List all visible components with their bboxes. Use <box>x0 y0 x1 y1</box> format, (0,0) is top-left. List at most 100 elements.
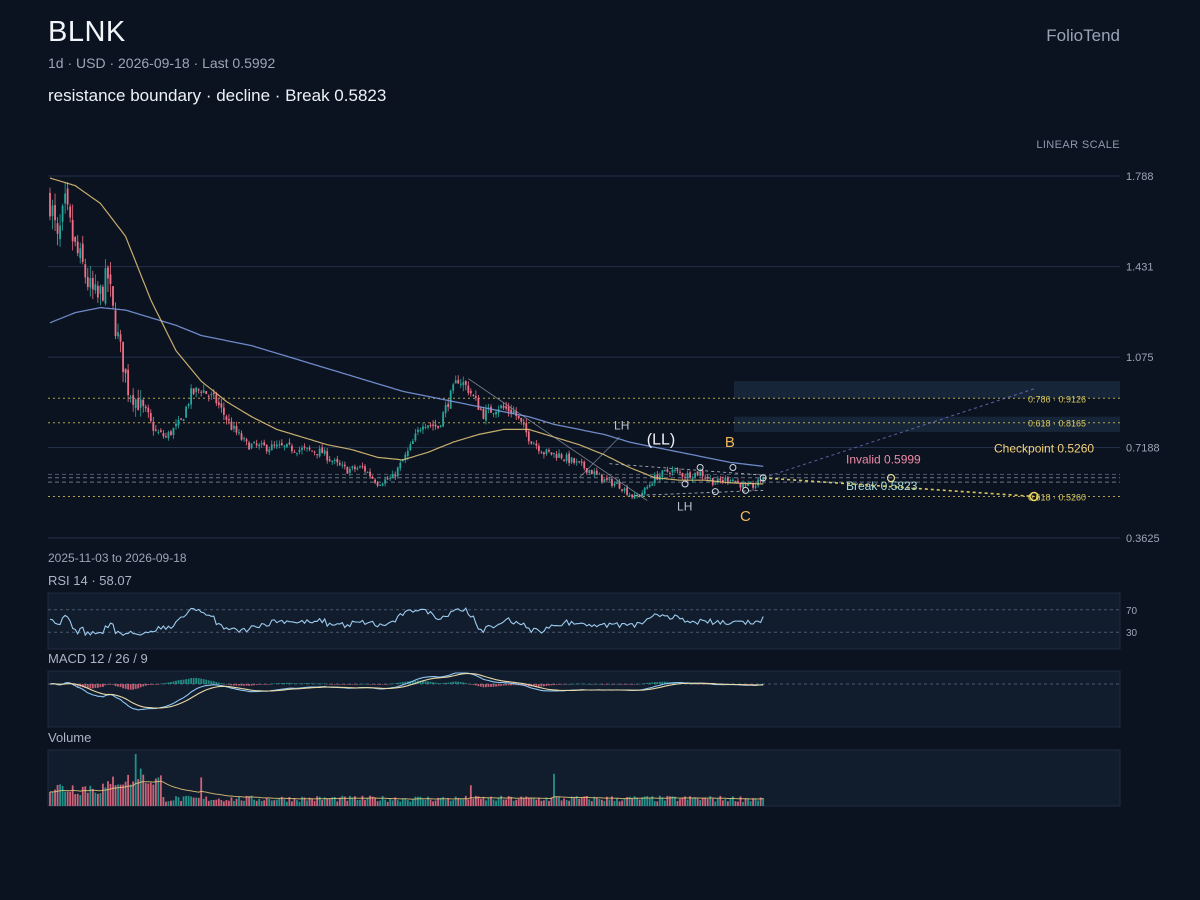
volume-bar <box>107 781 109 806</box>
volume-bar <box>187 795 190 806</box>
volume-bar <box>396 800 399 806</box>
macd-hist-bar <box>99 684 102 688</box>
macd-hist-bar <box>663 681 666 684</box>
volume-bar <box>527 797 530 806</box>
volume-bar <box>699 800 702 806</box>
volume-bar <box>250 795 253 806</box>
candle-body <box>59 225 61 240</box>
macd-hist-bar <box>439 683 442 684</box>
candle-body <box>684 476 686 478</box>
volume-bar <box>66 791 69 806</box>
volume-bar <box>411 799 414 806</box>
volume-bar <box>401 798 404 806</box>
candle-body <box>663 469 666 471</box>
candle-body <box>537 445 540 452</box>
volume-bar <box>517 798 520 806</box>
candle-body <box>558 453 560 458</box>
macd-hist-bar <box>366 683 369 685</box>
macd-hist-bar <box>283 682 286 684</box>
volume-bar <box>485 800 487 806</box>
macd-hist-bar <box>575 683 578 685</box>
candle-body <box>747 483 749 487</box>
volume-bar <box>611 796 613 806</box>
macd-hist-bar <box>124 684 127 689</box>
volume-bar <box>737 801 739 806</box>
macd-hist-bar <box>442 683 445 684</box>
candle-body <box>338 463 341 465</box>
macd-hist-bar <box>89 684 92 689</box>
candle-body <box>356 468 359 470</box>
candle-body <box>205 391 208 395</box>
candle-body <box>656 474 659 480</box>
macd-hist-bar <box>389 683 392 685</box>
macd-hist-bar <box>293 683 296 684</box>
macd-hist-bar <box>477 684 480 687</box>
volume-bar <box>165 801 167 806</box>
candle-body <box>273 444 276 446</box>
volume-bar <box>558 796 560 806</box>
macd-hist-bar <box>480 684 482 687</box>
candle-body <box>716 478 719 483</box>
volume-bar <box>207 800 210 806</box>
candle-body <box>485 409 487 421</box>
candle-body <box>298 449 301 453</box>
macd-hist-bar <box>74 684 77 686</box>
volume-bar <box>419 796 422 806</box>
volume-bar <box>159 775 162 806</box>
candle-body <box>222 407 225 415</box>
macd-hist-bar <box>464 682 467 684</box>
candle-body <box>613 483 616 486</box>
volume-bar <box>306 800 308 806</box>
candle-body <box>137 398 140 411</box>
volume-bar <box>462 799 465 806</box>
scale-toggle[interactable]: LINEAR SCALE <box>1036 139 1120 151</box>
volume-bar <box>331 797 334 806</box>
candle-body <box>643 487 646 494</box>
candle-body <box>157 431 160 433</box>
volume-bar <box>553 773 555 806</box>
macd-hist-bar <box>497 684 500 687</box>
volume-bar <box>535 799 538 806</box>
macd-hist-bar <box>507 684 510 686</box>
candle-body <box>263 442 266 446</box>
macd-hist-bar <box>328 684 331 685</box>
candle-body <box>669 472 671 474</box>
macd-hist-bar <box>598 683 601 685</box>
candle-body <box>200 391 203 393</box>
candle-body <box>452 384 455 391</box>
candle-body <box>225 416 228 420</box>
candle-body <box>759 479 762 482</box>
candle-body <box>671 469 674 473</box>
candle-body <box>724 477 727 481</box>
volume-bar <box>321 800 324 806</box>
volume-bar <box>638 799 641 806</box>
candle-body <box>212 392 215 395</box>
annotation-label: B <box>725 434 735 451</box>
candle-body <box>676 469 679 471</box>
macd-hist-bar <box>414 680 417 684</box>
volume-bar <box>258 798 261 806</box>
volume-bar <box>114 785 117 806</box>
macd-hist-bar <box>263 684 266 685</box>
candle-body <box>102 286 104 301</box>
candle-body <box>328 459 331 461</box>
macd-hist-bar <box>248 684 250 686</box>
macd-hist-bar <box>280 683 283 684</box>
macd-hist-bar <box>459 682 462 684</box>
candle-body <box>228 419 230 421</box>
candle-body <box>293 451 296 453</box>
macd-hist-bar <box>270 683 273 685</box>
candle-body <box>323 450 326 455</box>
candle-body <box>525 423 528 433</box>
volume-bar <box>457 798 460 806</box>
candle-body <box>580 461 583 463</box>
candle-body <box>54 205 56 221</box>
macd-hist-bar <box>631 684 634 685</box>
macd-hist-bar <box>404 681 407 684</box>
volume-bar <box>144 783 147 806</box>
candle-body <box>623 488 626 491</box>
macd-hist-bar <box>543 684 545 687</box>
macd-hist-bar <box>653 682 656 684</box>
candle-body <box>192 388 195 394</box>
